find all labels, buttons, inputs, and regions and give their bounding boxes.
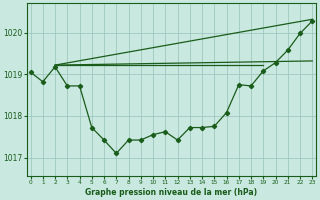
X-axis label: Graphe pression niveau de la mer (hPa): Graphe pression niveau de la mer (hPa)	[85, 188, 258, 197]
